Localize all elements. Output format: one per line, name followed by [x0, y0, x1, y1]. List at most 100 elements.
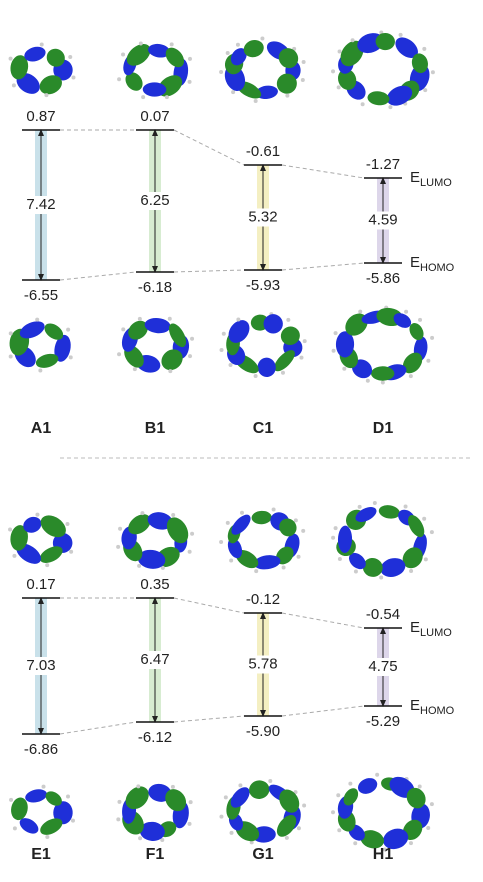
atom — [12, 554, 16, 558]
atom — [9, 798, 13, 802]
atom — [133, 367, 137, 371]
gap-value: 5.78 — [248, 655, 277, 672]
orbital-image — [219, 508, 305, 574]
atom — [222, 332, 226, 336]
orbital-image — [331, 30, 435, 110]
atom — [171, 785, 175, 789]
energy-symbol: E — [410, 619, 420, 636]
orbital-image — [116, 510, 194, 571]
atom — [71, 819, 75, 823]
atom — [260, 37, 264, 41]
atom — [301, 78, 305, 82]
atom — [42, 785, 46, 789]
gap-value: 4.59 — [368, 211, 397, 228]
orbital-image — [116, 782, 192, 842]
atom — [379, 575, 383, 579]
atom — [236, 317, 240, 321]
atom — [138, 836, 142, 840]
atom — [141, 95, 145, 99]
atom — [422, 47, 426, 51]
molecule-label: C1 — [253, 420, 274, 437]
atom — [140, 511, 144, 515]
homo-connector — [60, 722, 136, 734]
homo-value: -5.90 — [246, 723, 280, 740]
atom — [281, 371, 285, 375]
atom — [238, 783, 242, 787]
atom — [219, 815, 223, 819]
orbital-image — [219, 37, 306, 104]
orbital-image — [219, 779, 306, 845]
atom — [168, 317, 172, 321]
orbital-lobe — [355, 775, 379, 797]
energy-label: ELUMO — [410, 619, 452, 639]
atom — [230, 831, 234, 835]
homo-value: -6.55 — [24, 287, 58, 304]
atom — [220, 348, 224, 352]
energy-symbol: E — [410, 254, 420, 271]
atom — [303, 339, 307, 343]
atom — [354, 570, 358, 574]
lumo-connector — [282, 165, 364, 178]
gap-value: 6.25 — [140, 192, 169, 209]
atom — [65, 522, 69, 526]
atom — [226, 51, 230, 55]
atom — [44, 93, 48, 97]
atom — [118, 527, 122, 531]
atom — [188, 80, 192, 84]
orbital-image — [117, 40, 192, 101]
atom — [336, 793, 340, 797]
orbital-image — [332, 306, 435, 385]
atom — [285, 836, 289, 840]
energy-symbol: E — [410, 697, 420, 714]
atom — [301, 529, 305, 533]
atom — [240, 511, 244, 515]
atom — [229, 559, 233, 563]
atom — [226, 521, 230, 525]
orbital-lobe — [256, 357, 276, 378]
atom — [45, 835, 49, 839]
lumo-value: -1.27 — [366, 156, 400, 173]
atom — [170, 42, 174, 46]
atom — [334, 526, 338, 530]
atom — [373, 501, 377, 505]
atom — [117, 800, 121, 804]
energy-subscript: LUMO — [420, 177, 452, 189]
atom — [121, 53, 125, 57]
atom — [8, 527, 12, 531]
atom — [231, 90, 235, 94]
atom — [286, 318, 290, 322]
atom — [334, 331, 338, 335]
homo-connector — [282, 263, 364, 270]
atom — [40, 43, 44, 47]
atom — [426, 826, 430, 830]
atom — [338, 49, 342, 53]
atom — [268, 779, 272, 783]
orbital-image — [117, 317, 194, 375]
molecule-label: A1 — [31, 420, 52, 437]
atom — [229, 363, 233, 367]
atom — [9, 57, 13, 61]
atom — [117, 352, 121, 356]
atom — [138, 317, 142, 321]
atom — [69, 355, 73, 359]
atom — [361, 102, 365, 106]
atom — [430, 336, 434, 340]
atom — [358, 505, 362, 509]
molecule-label: G1 — [252, 846, 273, 863]
energy-subscript: LUMO — [420, 627, 452, 639]
atom — [35, 318, 39, 322]
atom — [116, 817, 120, 821]
lumo-value: -0.54 — [366, 606, 400, 623]
atom — [404, 505, 408, 509]
atom — [66, 328, 70, 332]
figure: 0.87-6.557.42A10.07-6.186.25B1-0.61-5.93… — [0, 0, 483, 882]
orbital-lobe — [144, 317, 171, 335]
atom — [45, 563, 49, 567]
atom — [424, 557, 428, 561]
atom — [388, 105, 392, 109]
atom — [338, 557, 342, 561]
atom — [9, 355, 13, 359]
atom — [236, 43, 240, 47]
energy-subscript: HOMO — [420, 262, 455, 274]
atom — [35, 513, 39, 517]
